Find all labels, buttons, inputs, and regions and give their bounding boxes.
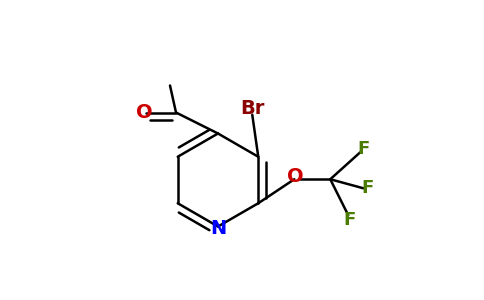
Text: F: F <box>344 211 356 229</box>
Text: F: F <box>357 140 369 158</box>
Text: N: N <box>210 218 226 238</box>
Text: F: F <box>362 179 374 197</box>
Text: Br: Br <box>240 99 264 118</box>
Text: O: O <box>136 103 153 122</box>
Text: O: O <box>287 167 304 186</box>
